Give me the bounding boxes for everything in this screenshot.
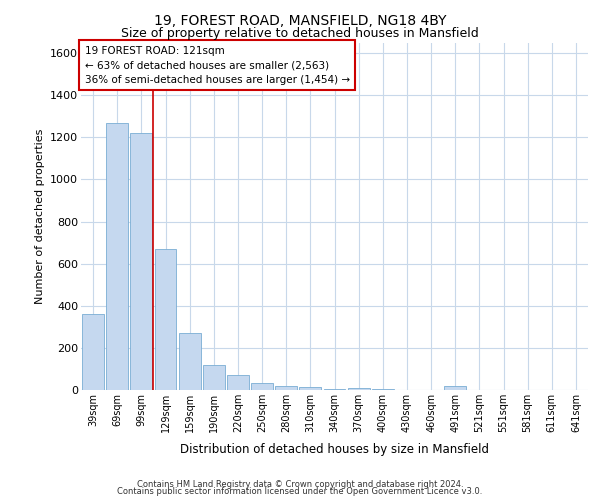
Bar <box>323 389 346 390</box>
Bar <box>106 122 128 390</box>
Bar <box>445 386 466 390</box>
Bar <box>203 364 224 390</box>
Bar <box>227 376 249 390</box>
Text: Size of property relative to detached houses in Mansfield: Size of property relative to detached ho… <box>121 28 479 40</box>
Bar <box>251 382 273 390</box>
Bar <box>179 333 200 390</box>
Text: Contains public sector information licensed under the Open Government Licence v3: Contains public sector information licen… <box>118 488 482 496</box>
Text: Contains HM Land Registry data © Crown copyright and database right 2024.: Contains HM Land Registry data © Crown c… <box>137 480 463 489</box>
Bar <box>155 249 176 390</box>
Bar <box>275 386 297 390</box>
Text: 19 FOREST ROAD: 121sqm
← 63% of detached houses are smaller (2,563)
36% of semi-: 19 FOREST ROAD: 121sqm ← 63% of detached… <box>85 46 350 86</box>
Bar <box>82 314 104 390</box>
Bar <box>299 387 321 390</box>
Y-axis label: Number of detached properties: Number of detached properties <box>35 128 44 304</box>
Bar <box>348 388 370 390</box>
Bar <box>130 133 152 390</box>
X-axis label: Distribution of detached houses by size in Mansfield: Distribution of detached houses by size … <box>180 444 489 456</box>
Bar <box>372 389 394 390</box>
Text: 19, FOREST ROAD, MANSFIELD, NG18 4BY: 19, FOREST ROAD, MANSFIELD, NG18 4BY <box>154 14 446 28</box>
